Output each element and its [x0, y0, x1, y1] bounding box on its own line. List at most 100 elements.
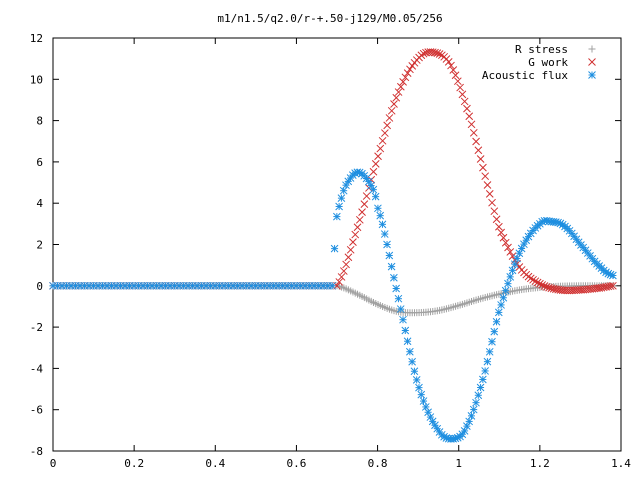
x-tick-label: 0.4 [205, 457, 225, 470]
legend-entry-r-stress: R stress [515, 43, 596, 56]
data-point [499, 293, 508, 302]
legend-label: Acoustic flux [482, 69, 568, 82]
data-point [419, 49, 428, 58]
data-point [401, 73, 410, 82]
data-point [387, 262, 396, 271]
data-point [385, 114, 394, 122]
y-tick-label: 12 [30, 32, 43, 45]
data-point [369, 185, 378, 194]
data-point [417, 390, 426, 399]
series-g-work [49, 48, 617, 295]
data-point [467, 412, 476, 420]
data-point [495, 222, 503, 231]
data-point [490, 327, 499, 336]
data-point [406, 65, 414, 74]
data-point [431, 48, 439, 57]
data-point [609, 271, 617, 280]
data-point [449, 66, 458, 74]
data-point [536, 279, 544, 288]
plot-frame [52, 37, 622, 452]
data-point [485, 190, 494, 198]
data-point [469, 128, 478, 137]
y-tick-label: -8 [30, 445, 43, 458]
data-point [381, 129, 389, 137]
data-point [492, 317, 501, 326]
y-tick-label: -2 [30, 321, 43, 334]
y-tick-label: 6 [36, 156, 43, 169]
data-point [538, 281, 547, 289]
data-point [453, 77, 462, 86]
data-point [378, 220, 387, 229]
data-point [472, 137, 480, 146]
data-point [451, 71, 460, 80]
data-point [380, 230, 389, 238]
data-point [337, 194, 346, 203]
data-point [469, 405, 478, 414]
y-tick-label: 10 [30, 73, 43, 86]
data-point [599, 283, 608, 292]
data-point [337, 273, 346, 281]
data-point [387, 106, 396, 115]
data-point [444, 58, 453, 66]
data-point [412, 376, 421, 384]
legend-label: R stress [515, 43, 568, 56]
data-point [492, 215, 501, 224]
data-point [467, 120, 476, 129]
data-point [433, 49, 442, 58]
legend-entry-g-work: G work [528, 56, 596, 69]
data-point [504, 243, 512, 252]
data-point [490, 207, 499, 216]
data-point [472, 398, 480, 407]
data-point [481, 172, 490, 181]
data-point [497, 228, 506, 237]
data-point [378, 136, 387, 145]
data-point [547, 284, 556, 293]
data-point [494, 308, 503, 317]
data-point [351, 230, 360, 239]
x-tick-label: 0.8 [368, 457, 388, 470]
axis-ticks: 0 0.2 0.4 0.6 0.8 1 1.2 1.4 -8 -6 -4 -2 0 2 4 6 8 10 12 [30, 32, 632, 470]
data-point [335, 278, 344, 286]
data-point [342, 260, 350, 269]
data-point [485, 347, 494, 356]
data-point [456, 83, 464, 92]
data-point [540, 282, 549, 290]
data-point [355, 215, 364, 224]
data-point [529, 275, 537, 284]
chart-title: m1/n1.5/q2.0/r-+.50-j129/M0.05/256 [217, 12, 442, 25]
data-point [410, 367, 419, 376]
data-point [497, 301, 505, 309]
data-point [399, 315, 407, 324]
data-point [371, 159, 380, 168]
data-point [358, 208, 366, 216]
y-tick-label: -4 [30, 362, 44, 375]
data-point [390, 100, 398, 108]
data-point [508, 266, 517, 275]
x-tick-label: 1.4 [611, 457, 631, 470]
series-acoustic-flux [49, 168, 617, 443]
data-point [460, 97, 469, 106]
x-tick-label: 1.2 [530, 457, 550, 470]
data-point [488, 337, 496, 346]
data-point [385, 251, 394, 260]
data-point [481, 367, 489, 375]
legend-label: G work [528, 56, 568, 69]
y-tick-label: 8 [36, 115, 43, 128]
data-point [419, 397, 428, 405]
data-point [549, 284, 558, 293]
data-point [360, 200, 369, 209]
y-tick-label: 2 [36, 239, 43, 252]
data-point [479, 163, 487, 172]
data-point [501, 238, 510, 247]
data-point [526, 274, 535, 283]
data-point [465, 417, 474, 426]
data-point [474, 146, 483, 155]
data-point [597, 283, 606, 292]
data-point [506, 273, 515, 281]
x-tick-label: 0.6 [286, 457, 306, 470]
data-point [542, 282, 551, 291]
data-point [349, 238, 357, 247]
data-point [504, 279, 512, 288]
data-point [362, 192, 371, 200]
